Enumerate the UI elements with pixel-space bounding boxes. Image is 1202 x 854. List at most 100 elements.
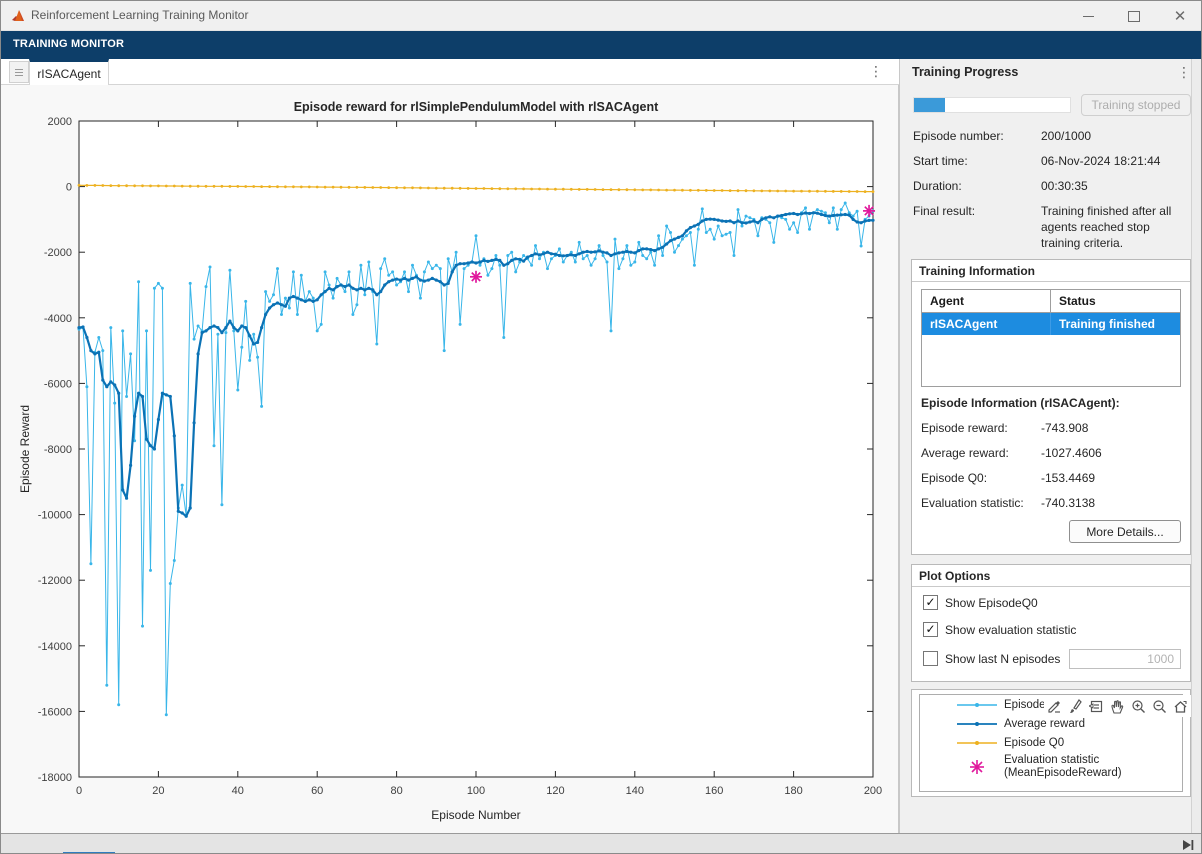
- close-button[interactable]: ✕: [1173, 8, 1187, 25]
- svg-text:2000: 2000: [48, 116, 72, 128]
- episode-number-label: Episode number:: [913, 129, 1004, 143]
- svg-text:-8000: -8000: [44, 444, 72, 456]
- svg-text:-16000: -16000: [38, 706, 72, 718]
- tab-grip-icon[interactable]: [9, 61, 29, 83]
- column-agent: Agent: [922, 290, 1051, 312]
- matlab-logo-icon: [12, 10, 24, 21]
- training-stopped-button[interactable]: Training stopped: [1081, 94, 1191, 116]
- expand-panel-icon[interactable]: [1181, 838, 1195, 852]
- svg-text:80: 80: [390, 785, 402, 797]
- evaluation-statistic-label: Evaluation statistic:: [921, 496, 1024, 510]
- evaluation-statistic-value: -740.3138: [1041, 496, 1096, 510]
- training-progressbar: [913, 97, 1071, 113]
- legend-episode-q0-label: Episode Q0: [1004, 737, 1065, 749]
- average-reward-swatch: [957, 722, 997, 726]
- svg-text:0: 0: [66, 182, 72, 194]
- episode-q0-label: Episode Q0:: [921, 471, 988, 485]
- export-icon[interactable]: [1046, 698, 1063, 715]
- svg-text:120: 120: [546, 785, 564, 797]
- option-show-evaluation-statistic[interactable]: ✓ Show evaluation statistic: [923, 622, 1076, 637]
- episode-q0-value: -153.4469: [1041, 471, 1096, 485]
- axes-toolbar: [1044, 695, 1191, 717]
- svg-text:40: 40: [232, 785, 244, 797]
- show-evaluation-statistic-checkbox[interactable]: ✓: [923, 622, 938, 637]
- option-show-last-n-episodes[interactable]: ✓ Show last N episodes: [923, 651, 1060, 666]
- show-episodeq0-label: Show EpisodeQ0: [945, 595, 1038, 610]
- restore-view-icon[interactable]: [1172, 698, 1189, 715]
- table-row[interactable]: rISACAgent Training finished: [922, 313, 1180, 335]
- episode-info-title: Episode Information (rISACAgent):: [921, 396, 1120, 410]
- zoom-out-icon[interactable]: [1151, 698, 1168, 715]
- evaluation-statistic-swatch: [970, 760, 984, 774]
- duration-value: 00:30:35: [1041, 179, 1088, 193]
- option-show-episodeq0[interactable]: ✓ Show EpisodeQ0: [923, 595, 1038, 610]
- svg-text:180: 180: [784, 785, 802, 797]
- table-header-row: Agent Status: [922, 290, 1180, 313]
- training-information-header: Training Information: [912, 260, 1190, 282]
- svg-text:Episode Reward: Episode Reward: [18, 405, 32, 493]
- panel-kebab-icon[interactable]: ⋮: [1177, 64, 1191, 80]
- column-status: Status: [1059, 294, 1096, 308]
- final-result-label: Final result:: [913, 204, 976, 218]
- document-tabstrip: [1, 59, 899, 85]
- svg-text:160: 160: [705, 785, 723, 797]
- final-result-value: Training finished after all agents reach…: [1041, 204, 1172, 250]
- svg-text:0: 0: [76, 785, 82, 797]
- episode-q0-swatch: [957, 741, 997, 745]
- status-bar: [1, 833, 1201, 853]
- more-details-button[interactable]: More Details...: [1069, 520, 1181, 543]
- show-last-n-episodes-label: Show last N episodes: [945, 651, 1061, 666]
- minimize-button[interactable]: [1065, 1, 1111, 31]
- svg-text:140: 140: [626, 785, 644, 797]
- svg-text:200: 200: [864, 785, 882, 797]
- svg-text:60: 60: [311, 785, 323, 797]
- svg-text:-18000: -18000: [38, 772, 72, 784]
- training-progress-header: Training Progress: [912, 65, 1019, 79]
- svg-text:-10000: -10000: [38, 510, 72, 522]
- svg-text:-4000: -4000: [44, 313, 72, 325]
- window-titlebar: Reinforcement Learning Training Monitor …: [1, 1, 1201, 31]
- legend-item-episode-q0[interactable]: Episode Q0: [956, 736, 1064, 750]
- show-last-n-episodes-checkbox[interactable]: ✓: [923, 651, 938, 666]
- agent-cell: rISACAgent: [922, 313, 1051, 335]
- show-episodeq0-checkbox[interactable]: ✓: [923, 595, 938, 610]
- legend-item-evaluation-statistic[interactable]: Evaluation statistic (MeanEpisodeReward): [956, 754, 1122, 780]
- svg-text:Episode reward for rlSimplePen: Episode reward for rlSimplePendulumModel…: [294, 100, 659, 114]
- episode-reward-value: -743.908: [1041, 421, 1089, 435]
- legend-evaluation-statistic-label: Evaluation statistic (MeanEpisodeReward): [1004, 754, 1122, 779]
- ribbon-bar: [1, 31, 1201, 59]
- horizontal-scrollbar-thumb[interactable]: [63, 852, 115, 853]
- svg-text:-14000: -14000: [38, 641, 72, 653]
- tab-rISACAgent[interactable]: rISACAgent: [29, 59, 109, 85]
- datatip-icon[interactable]: [1088, 698, 1105, 715]
- svg-text:100: 100: [467, 785, 485, 797]
- tab-overflow-kebab-icon[interactable]: ⋮: [869, 63, 883, 79]
- show-evaluation-statistic-label: Show evaluation statistic: [945, 622, 1077, 637]
- pan-icon[interactable]: [1109, 698, 1126, 715]
- legend-item-average-reward[interactable]: Average reward: [956, 717, 1085, 731]
- episode-reward-swatch: [957, 703, 997, 707]
- window-title: Reinforcement Learning Training Monitor: [31, 8, 249, 22]
- svg-text:-2000: -2000: [44, 247, 72, 259]
- legend-average-reward-label: Average reward: [1004, 718, 1085, 730]
- svg-text:Episode Number: Episode Number: [431, 808, 520, 822]
- plot-options-header: Plot Options: [912, 565, 1190, 587]
- last-n-episodes-input[interactable]: [1069, 649, 1181, 669]
- episode-reward-chart[interactable]: Episode reward for rlSimplePendulumModel…: [1, 85, 898, 833]
- agent-status-table[interactable]: Agent Status rISACAgent Training finishe…: [921, 289, 1181, 387]
- start-time-label: Start time:: [913, 154, 968, 168]
- ribbon-tab-training-monitor[interactable]: TRAINING MONITOR: [13, 38, 125, 50]
- duration-label: Duration:: [913, 179, 962, 193]
- zoom-in-icon[interactable]: [1130, 698, 1147, 715]
- episode-reward-label: Episode reward:: [921, 421, 1008, 435]
- status-cell: Training finished: [1059, 317, 1156, 331]
- maximize-button[interactable]: [1111, 1, 1157, 31]
- collapsed-right-strip: [1191, 59, 1201, 833]
- brush-icon[interactable]: [1067, 698, 1084, 715]
- svg-text:-6000: -6000: [44, 378, 72, 390]
- chart-panel: Episode reward for rlSimplePendulumModel…: [1, 85, 899, 833]
- svg-text:-12000: -12000: [38, 575, 72, 587]
- svg-text:20: 20: [152, 785, 164, 797]
- progressbar-fill: [914, 98, 946, 112]
